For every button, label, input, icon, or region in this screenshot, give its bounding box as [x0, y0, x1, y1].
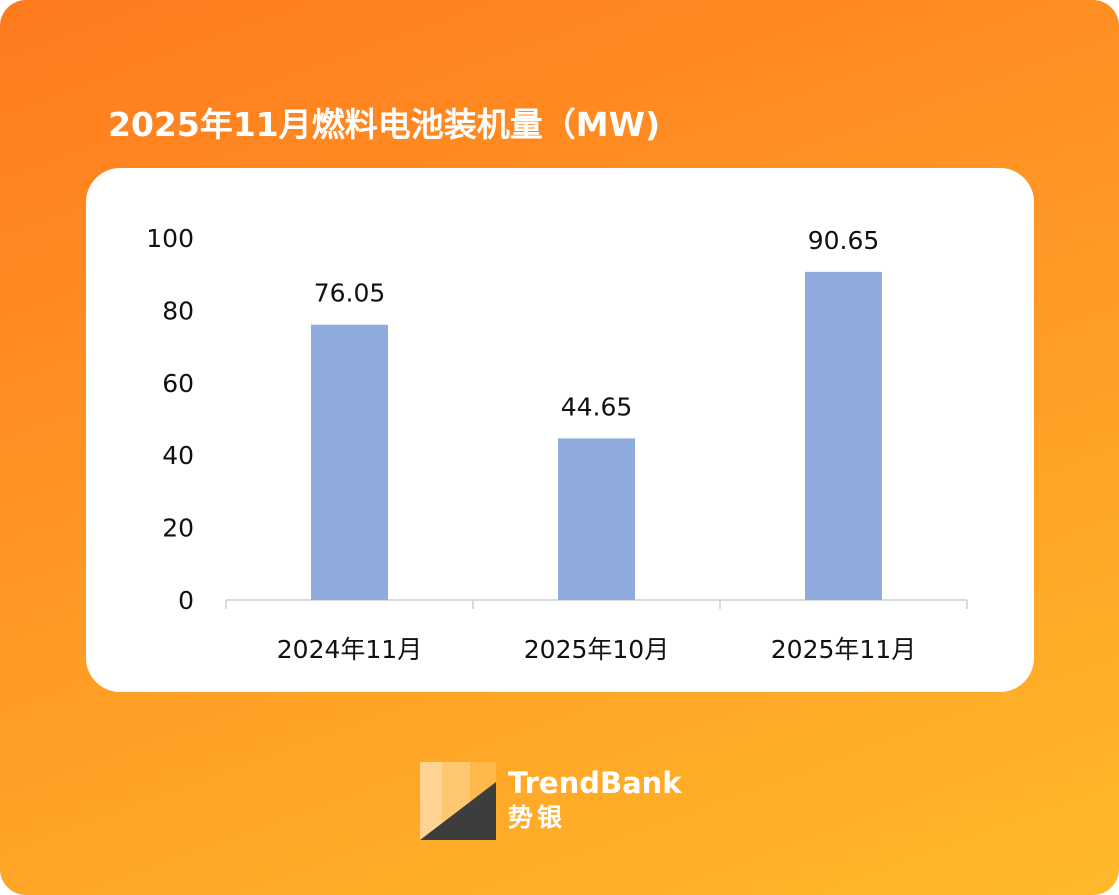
- chart-panel: 0 20 40 60 80 100 76.05 2024年11月 44.65 2025年10月 9…: [86, 168, 1034, 692]
- y-tick-label: 80: [162, 296, 194, 325]
- bar-chart: 0 20 40 60 80 100 76.05 2024年11月 44.65 2025年10月 9…: [146, 224, 968, 664]
- logo-dark-triangle: [420, 782, 496, 840]
- data-label: 90.65: [808, 226, 880, 255]
- brand-name-cn: 势银: [508, 803, 567, 832]
- trendbank-logo: [420, 762, 496, 840]
- chart-title: 2025年11月燃料电池装机量（MW): [108, 105, 661, 144]
- y-tick-label: 100: [146, 224, 194, 253]
- y-tick-label: 60: [162, 369, 194, 398]
- bar: [805, 271, 882, 600]
- y-tick-label: 0: [178, 586, 194, 615]
- data-label: 76.05: [314, 279, 386, 308]
- bar: [311, 324, 388, 600]
- y-tick-label: 40: [162, 441, 194, 470]
- x-tick-label: 2025年11月: [771, 635, 916, 664]
- x-tick-label: 2024年11月: [277, 635, 422, 664]
- data-label: 44.65: [561, 392, 633, 421]
- x-tick-label: 2025年10月: [524, 635, 669, 664]
- label-layer: 76.05 2024年11月 44.65 2025年10月 90.65 2025年11月: [277, 226, 916, 664]
- bar: [558, 438, 635, 600]
- brand-name-en: TrendBank: [508, 766, 682, 800]
- y-tick-label: 20: [162, 514, 194, 543]
- bar-layer: [311, 271, 882, 600]
